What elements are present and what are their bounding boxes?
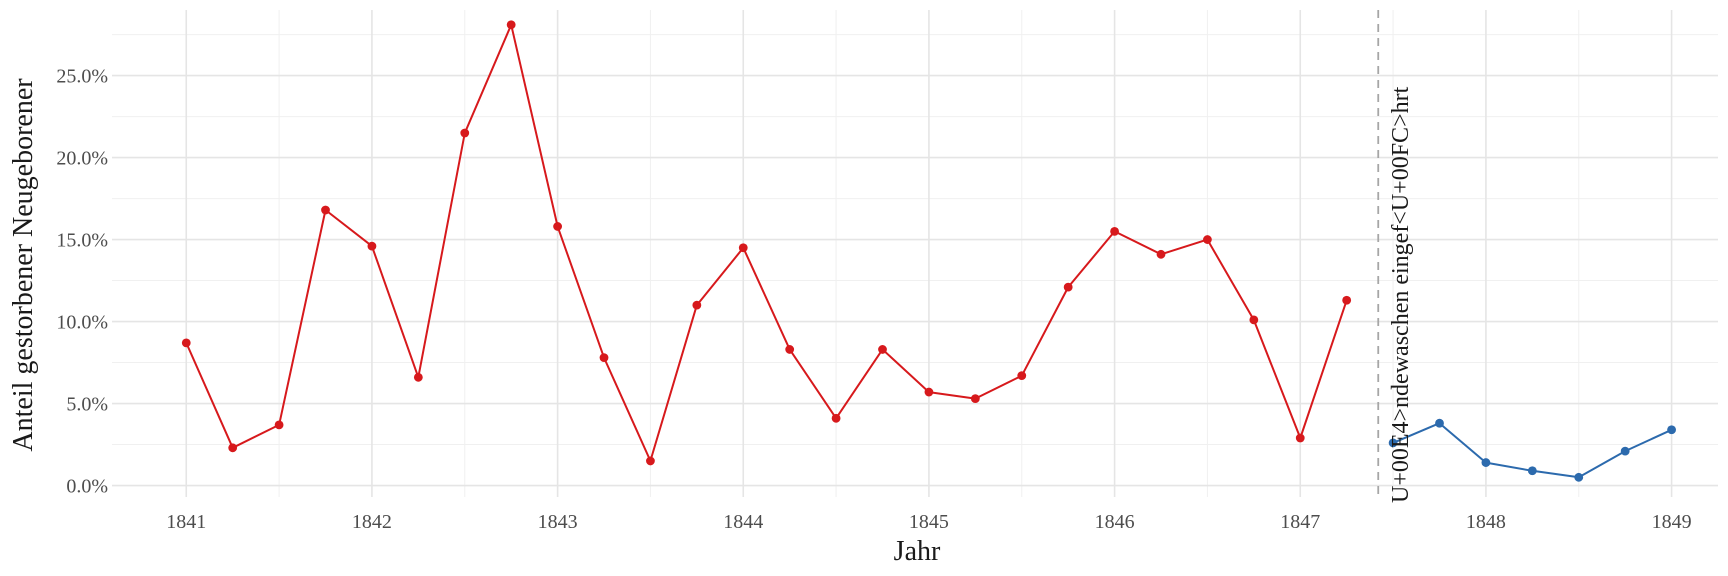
minor-gridlines <box>112 10 1718 497</box>
data-point <box>1063 282 1073 292</box>
data-point <box>785 345 795 354</box>
data-point <box>1249 315 1259 325</box>
data-point <box>924 387 934 397</box>
data-point <box>321 205 330 215</box>
x-tick-label: 1842 <box>352 511 392 533</box>
data-point <box>1620 446 1630 456</box>
x-tick-label: 1841 <box>166 511 206 533</box>
x-axis-title: Jahr <box>894 536 941 567</box>
x-tick-label: 1846 <box>1095 511 1135 533</box>
data-point <box>274 420 284 430</box>
intervention-annotation: U+00E4>ndewaschen eingef<U+00FC>hrt <box>1388 86 1414 503</box>
data-point <box>1203 235 1212 244</box>
data-point <box>1667 425 1676 435</box>
data-point <box>181 338 191 348</box>
x-tick-label: 1845 <box>909 511 949 533</box>
data-point <box>1156 249 1166 259</box>
data-point <box>1481 458 1491 467</box>
x-tick-label: 1849 <box>1652 511 1692 533</box>
data-point <box>831 413 841 423</box>
x-tick-label: 1848 <box>1466 511 1506 533</box>
data-point <box>1342 295 1352 305</box>
data-points <box>181 20 1676 482</box>
data-point <box>692 300 702 310</box>
data-point <box>646 456 655 466</box>
data-point <box>413 372 423 382</box>
data-point <box>1017 371 1027 381</box>
data-point <box>553 222 562 231</box>
y-tick-labels: 0.0% 5.0% 10.0% 15.0% 20.0% 25.0% <box>56 66 108 498</box>
y-tick-label: 25.0% <box>56 66 108 88</box>
x-tick-label: 1844 <box>723 511 763 533</box>
x-tick-label: 1843 <box>538 511 578 533</box>
y-tick-label: 5.0% <box>66 394 108 416</box>
data-point <box>506 20 516 30</box>
major-gridlines <box>112 10 1718 497</box>
data-point <box>1110 226 1119 236</box>
data-point <box>228 443 238 453</box>
data-point <box>599 353 609 363</box>
data-point <box>367 241 377 251</box>
series-line-1 <box>185 23 1348 462</box>
data-point <box>1574 472 1584 482</box>
data-point <box>1388 438 1398 448</box>
x-tick-labels: 1841 1842 1843 1844 1845 1846 1847 1848 1849 <box>166 511 1691 533</box>
y-tick-label: 15.0% <box>56 230 108 252</box>
y-tick-label: 20.0% <box>56 148 108 170</box>
data-point <box>460 128 470 138</box>
data-point <box>1527 466 1537 476</box>
y-tick-label: 10.0% <box>56 312 108 334</box>
y-tick-label: 0.0% <box>66 476 108 498</box>
data-point <box>878 345 887 354</box>
data-point <box>1295 433 1305 443</box>
data-point <box>1435 418 1444 428</box>
x-tick-label: 1847 <box>1280 511 1320 533</box>
data-point <box>970 394 980 404</box>
y-axis-title: Anteil gestorbener Neugeborener <box>8 78 39 452</box>
data-point <box>738 243 748 253</box>
